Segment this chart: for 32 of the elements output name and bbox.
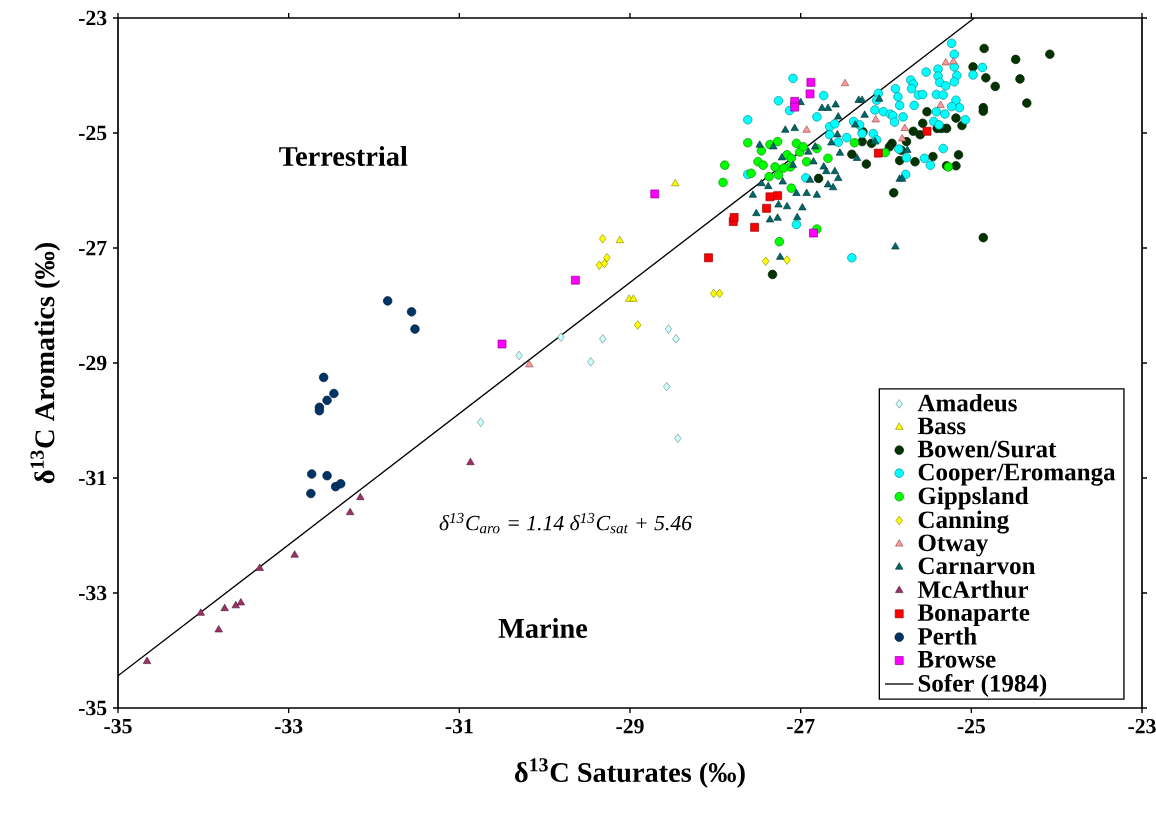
y-tick-label: -33 (79, 585, 107, 601)
legend-label: Cooper/Eromanga (918, 463, 1116, 486)
x-tick-label: -31 (445, 718, 473, 734)
y-tick-label: -23 (79, 10, 107, 26)
legend-label: Perth (917, 627, 977, 645)
legend-label: McArthur (917, 580, 1028, 599)
legend-label: Sofer (1984) (918, 673, 1047, 697)
y-tick-label: -29 (79, 355, 107, 371)
y-tick-label: -27 (79, 240, 107, 256)
x-tick-label: -25 (957, 718, 985, 734)
x-tick-label: -29 (616, 718, 644, 734)
legend-label: Canning (918, 510, 1009, 534)
legend-label: Bonaparte (917, 604, 1030, 627)
annotation: Terrestrial (279, 146, 408, 166)
y-axis-title: δ$^{13}$C Aromatics (‰) (30, 243, 61, 484)
x-tick-label: -23 (1128, 718, 1156, 734)
text: δ$^{13}$C$_{aro}$ = 1.14 δ$^{13}$C$_{sat}$ + 5.46 (439, 512, 692, 534)
x-tick-label: -33 (275, 718, 303, 734)
legend-label: Bass (917, 417, 966, 435)
y-tick-label: -31 (79, 470, 106, 486)
legend-label: Gippsland (918, 486, 1029, 510)
x-tick-label: -27 (787, 718, 815, 734)
annotation: Marine (498, 618, 588, 638)
legend-label: Bowen/Surat (917, 440, 1057, 458)
x-axis-title: δ$^{13}$C Saturates (‰) (515, 758, 745, 788)
legend-label: Carnarvon (918, 557, 1036, 575)
legend-label: Browse (917, 651, 996, 668)
y-tick-label: -35 (79, 700, 107, 716)
x-tick-label: -35 (104, 718, 132, 734)
y-tick-label: -25 (79, 125, 107, 141)
legend-label: Otway (918, 534, 989, 557)
legend-label: Amadeus (917, 393, 1017, 412)
